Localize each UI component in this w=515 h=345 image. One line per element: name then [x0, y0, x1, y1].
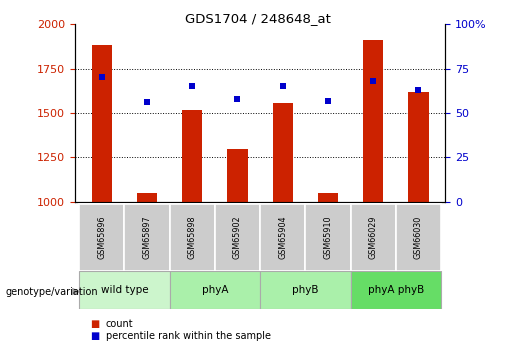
Bar — [79, 204, 125, 271]
Bar — [169, 204, 215, 271]
Text: GSM65910: GSM65910 — [323, 215, 332, 259]
Bar — [137, 193, 157, 202]
Text: GSM66030: GSM66030 — [414, 216, 423, 259]
Text: GSM66029: GSM66029 — [369, 215, 377, 259]
Text: GSM65902: GSM65902 — [233, 215, 242, 259]
Bar — [272, 103, 293, 202]
Bar — [169, 271, 260, 309]
Bar — [305, 204, 351, 271]
Text: phyA phyB: phyA phyB — [368, 285, 424, 295]
Bar — [79, 271, 169, 309]
Text: GSM65897: GSM65897 — [143, 215, 151, 259]
Bar — [182, 110, 202, 202]
Text: ■: ■ — [90, 319, 99, 328]
Text: phyB: phyB — [292, 285, 319, 295]
Bar — [215, 204, 260, 271]
Bar — [363, 40, 383, 202]
Bar — [396, 204, 441, 271]
Bar — [227, 149, 248, 202]
Text: ■: ■ — [90, 332, 99, 341]
Text: GSM65896: GSM65896 — [97, 215, 106, 259]
Bar — [351, 204, 396, 271]
Text: genotype/variation: genotype/variation — [5, 287, 98, 296]
Bar — [318, 193, 338, 202]
Bar — [408, 92, 428, 202]
Text: phyA: phyA — [201, 285, 228, 295]
Bar — [125, 204, 169, 271]
Bar — [260, 271, 351, 309]
Text: GDS1704 / 248648_at: GDS1704 / 248648_at — [184, 12, 331, 25]
Text: count: count — [106, 319, 133, 328]
Text: wild type: wild type — [100, 285, 148, 295]
Text: percentile rank within the sample: percentile rank within the sample — [106, 332, 270, 341]
Bar — [351, 271, 441, 309]
Text: GSM65904: GSM65904 — [278, 215, 287, 259]
Polygon shape — [72, 288, 81, 295]
Bar — [260, 204, 305, 271]
Text: GSM65898: GSM65898 — [188, 215, 197, 259]
Bar — [92, 46, 112, 202]
